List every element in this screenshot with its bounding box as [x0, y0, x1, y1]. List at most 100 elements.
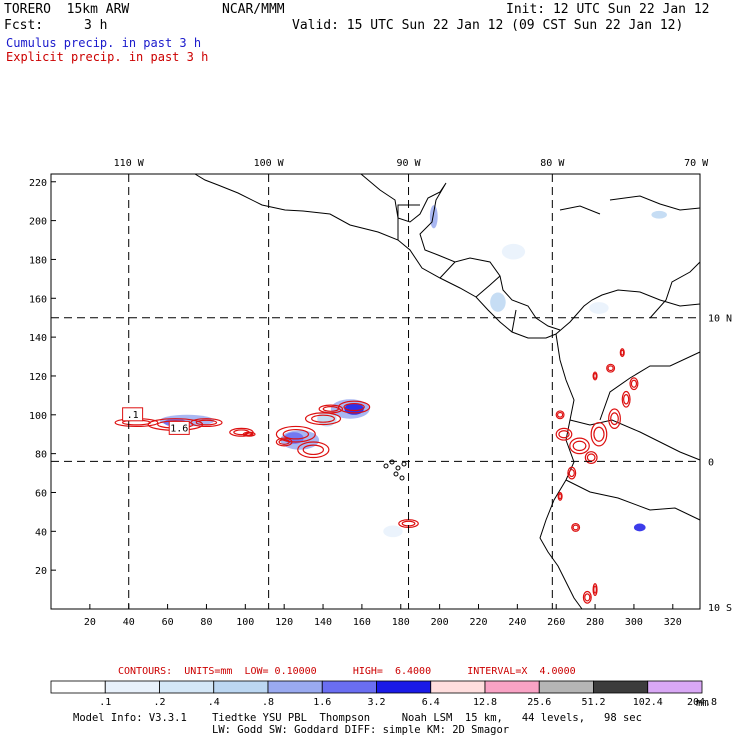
contours-label: CONTOURS:: [118, 666, 173, 677]
coastline: [475, 275, 501, 298]
colorbar-swatch: [50, 680, 106, 694]
x-tick-label: 20: [84, 617, 96, 628]
precip-contour-inner: [572, 524, 579, 531]
colorbar-swatch: [376, 680, 432, 694]
coastline: [565, 479, 701, 521]
y-tick-label: 20: [35, 566, 47, 577]
precip-contour-inner: [282, 428, 310, 440]
colorbar-swatch: [159, 680, 215, 694]
precip-contour-inner: [311, 414, 336, 423]
x-tick-label: 320: [664, 617, 682, 628]
precip-contour: [571, 522, 581, 532]
coastline: [194, 173, 557, 339]
colorbar-units: mm: [696, 697, 709, 709]
organization: NCAR/MMM: [222, 2, 285, 17]
y-tick-label: 60: [35, 488, 47, 499]
precip-contour: [318, 404, 344, 414]
precip-contour: [621, 390, 631, 408]
precip-shade: [651, 210, 667, 219]
precip-contour-inner: [620, 349, 625, 356]
precip-contour-inner: [568, 468, 575, 478]
colorbar-swatch: [267, 680, 323, 694]
longitude-label: 100 W: [254, 158, 285, 169]
forecast-hours: 3 h: [84, 18, 108, 33]
colorbar-swatch: [647, 680, 703, 694]
latitude-label: 0: [708, 457, 714, 468]
coastline: [439, 261, 456, 279]
y-tick-label: 80: [35, 450, 47, 461]
precip-contour: [569, 437, 590, 455]
colorbar-level-label: .8: [261, 697, 275, 708]
island: [401, 461, 407, 467]
coastline: [511, 309, 517, 333]
precip-contour: [557, 491, 563, 501]
x-tick-label: 120: [275, 617, 293, 628]
coastline: [649, 261, 701, 319]
forecast-label: Fcst:: [4, 18, 44, 33]
precip-contour: [242, 431, 256, 437]
precip-contour: [608, 408, 621, 429]
y-tick-label: 140: [29, 333, 47, 344]
precip-contour: [190, 418, 223, 428]
island: [399, 475, 405, 481]
precip-shade: [501, 243, 526, 260]
contours-info: CONTOURS: UNITS=mm LOW= 0.10000 HIGH= 6.…: [118, 666, 576, 677]
precip-contour-inner: [610, 412, 619, 426]
precip-shade: [344, 403, 364, 415]
y-tick-label: 220: [29, 178, 47, 189]
longitude-label: 80 W: [540, 158, 565, 169]
precip-contour-inner: [195, 419, 218, 426]
precip-contour-inner: [278, 439, 290, 445]
precip-contour: [592, 583, 598, 597]
valid-time: Valid: 15 UTC Sun 22 Jan 12 (09 CST Sun …: [292, 18, 684, 33]
coastline: [360, 173, 561, 331]
cumulus-legend: Cumulus precip. in past 3 h: [6, 36, 202, 50]
colorbar-level-label: 102.4: [632, 697, 663, 708]
y-tick-label: 100: [29, 411, 47, 422]
x-tick-label: 140: [314, 617, 332, 628]
colorbar-swatch: [593, 680, 649, 694]
colorbar-swatch: [484, 680, 540, 694]
axis-labels: 20 40 60 80 100 120 140 160 180 200 220 240 260 280 30…: [29, 158, 732, 628]
x-tick-label: 260: [547, 617, 565, 628]
x-tick-label: 240: [508, 617, 526, 628]
x-tick-label: 60: [162, 617, 174, 628]
precip-contour-inner: [302, 444, 325, 456]
precip-contour: [582, 590, 592, 604]
contour-label-box: [122, 407, 144, 422]
precip-contour-inner: [556, 411, 564, 418]
colorbar-swatch: [321, 680, 377, 694]
precip-contour: [555, 427, 573, 441]
model-name: TORERO 15km ARW: [4, 2, 130, 17]
precip-contour-inner: [558, 493, 562, 500]
precip-contour-inner: [630, 379, 638, 388]
precip-contour-inner: [343, 402, 365, 412]
longitude-label: 110 W: [114, 158, 145, 169]
y-tick-label: 160: [29, 294, 47, 305]
x-tick-label: 100: [236, 617, 254, 628]
island: [393, 471, 399, 477]
coastline: [569, 419, 701, 461]
precip-contour-inner: [584, 593, 591, 602]
colorbar-level-label: .1: [99, 697, 112, 708]
precip-contour: [619, 348, 625, 358]
coastline: [397, 204, 420, 240]
x-tick-label: 180: [392, 617, 410, 628]
x-tick-label: 280: [586, 617, 604, 628]
x-tick-label: 300: [625, 617, 643, 628]
precip-contour-inner: [593, 373, 597, 379]
model-info-line1: Model Info: V3.3.1 Tiedtke YSU PBL Thomp…: [73, 712, 642, 724]
coastline: [559, 205, 601, 215]
contours-low: LOW= 0.10000: [244, 666, 317, 677]
colorbar-level-label: .4: [207, 697, 220, 708]
precip-contour: [584, 451, 598, 464]
y-tick-label: 120: [29, 372, 47, 383]
precip-contour: [337, 400, 371, 414]
coastline: [539, 333, 583, 610]
precip-contour: [606, 363, 616, 373]
contours-units: UNITS=mm: [184, 666, 233, 677]
precip-contour: [275, 425, 316, 443]
x-tick-label: 160: [353, 617, 371, 628]
longitude-label: 70 W: [684, 158, 709, 169]
